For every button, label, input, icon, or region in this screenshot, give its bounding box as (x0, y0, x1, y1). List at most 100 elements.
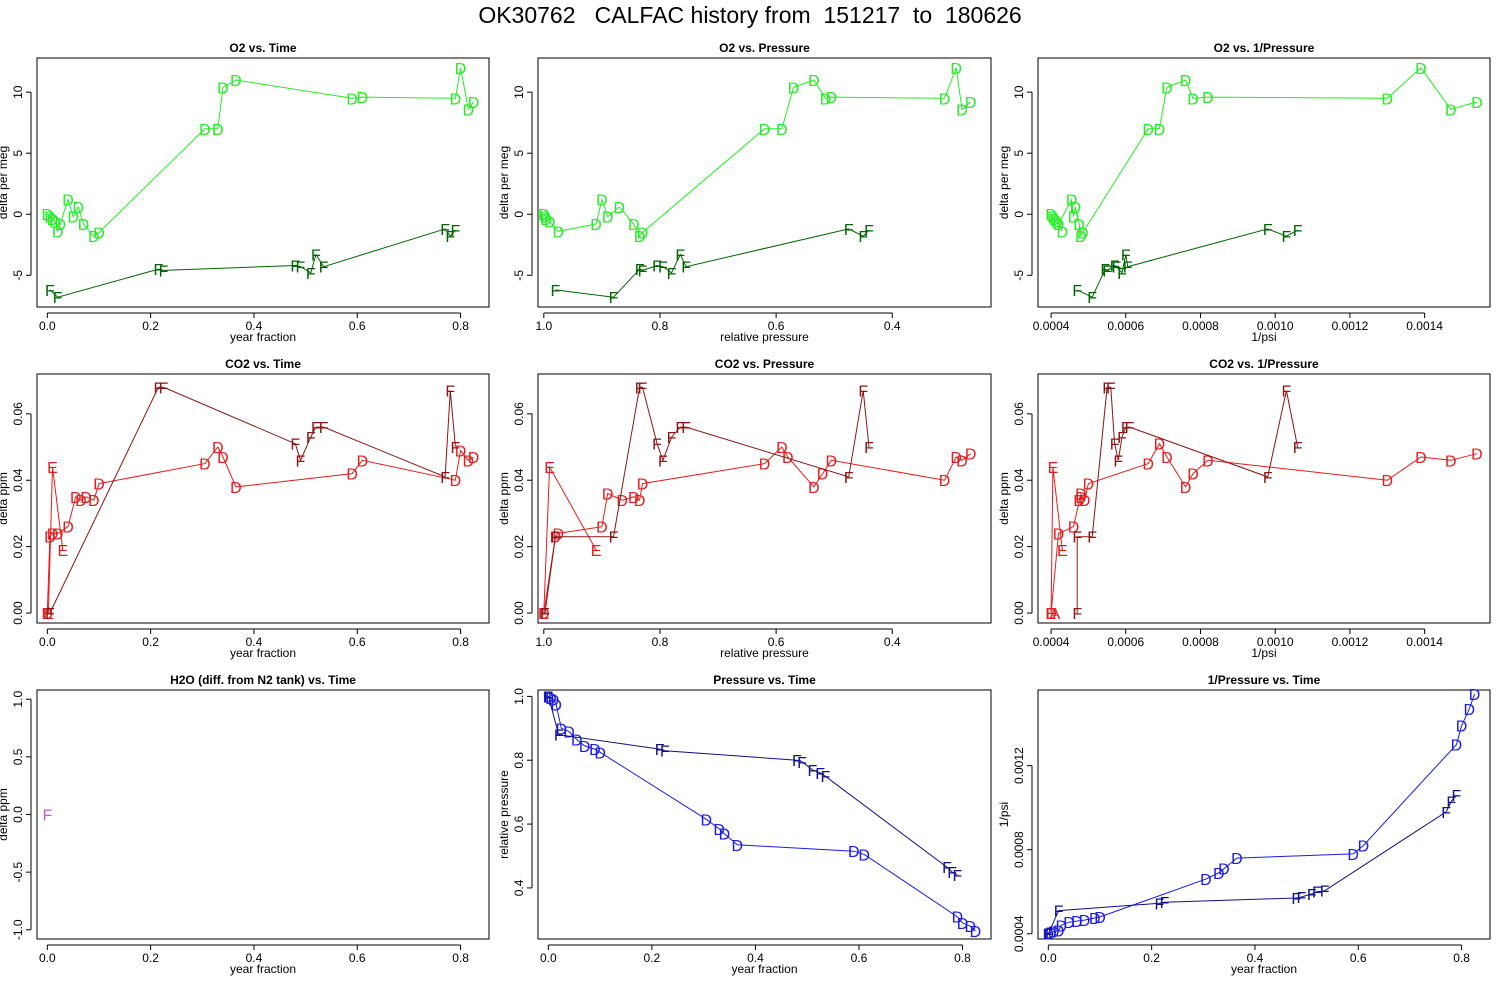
y-tick-label: 0.06 (1012, 402, 1026, 426)
x-axis-label: year fraction (230, 330, 296, 344)
data-point-marker: D (1077, 226, 1089, 243)
series-E: E E E (538, 460, 601, 623)
y-axis-label: delta per meg (0, 146, 10, 219)
x-tick-label: 0.8 (452, 319, 469, 333)
chart-panel: Pressure vs. Time 0.0 0.2 0.4 0.6 0.8 year fra… (497, 673, 992, 976)
data-point-marker: F (440, 222, 450, 239)
data-point-marker: F (543, 689, 553, 706)
x-axis-label: 1/psi (1251, 646, 1276, 660)
data-point-marker: D (1075, 487, 1087, 504)
data-point-marker: D (52, 224, 64, 241)
data-point-marker: F (1117, 430, 1127, 447)
data-point-marker: F (1100, 262, 1110, 279)
data-point-marker: F (1110, 259, 1120, 276)
chart-panel: CO2 vs. 1/Pressure 0.0004 0.0006 0.0008 0.00… (997, 357, 1491, 660)
data-point-marker: D (75, 493, 87, 510)
data-point-marker: F (1117, 266, 1127, 283)
series-line (1050, 466, 1063, 614)
series-line (1047, 794, 1457, 934)
data-point-marker: F (844, 470, 854, 487)
data-point-marker: F (1043, 927, 1053, 944)
data-point-marker: D (538, 606, 550, 623)
y-tick-label: -0.5 (11, 861, 25, 882)
data-point-marker: D (590, 217, 602, 234)
data-point-marker: D (628, 490, 640, 507)
data-point-marker: D (1381, 473, 1393, 490)
data-point-marker: F (635, 262, 645, 279)
series-line (543, 446, 972, 614)
plot-frame (1037, 57, 1491, 308)
data-point-marker: D (1456, 719, 1468, 736)
data-point-marker: D (1142, 457, 1154, 474)
x-tick-label: 0.0006 (1107, 319, 1144, 333)
data-point-marker: D (571, 732, 583, 749)
data-point-marker: D (817, 467, 829, 484)
data-point-marker: D (212, 440, 224, 457)
data-point-marker: F (551, 283, 561, 300)
data-point-marker: D (788, 80, 800, 97)
data-point-marker: D (540, 212, 552, 229)
data-point-marker: D (553, 224, 565, 241)
plot-frame (36, 57, 490, 308)
data-point-marker: D (1451, 738, 1463, 755)
data-point-marker: F (1054, 904, 1064, 921)
data-point-marker: F (1121, 420, 1131, 437)
data-point-marker: D (54, 217, 66, 234)
x-tick-label: 0.2 (142, 951, 159, 965)
data-point-marker: F (638, 380, 648, 397)
y-tick-label: 0.6 (512, 815, 526, 832)
data-point-marker: D (700, 812, 712, 829)
data-point-marker: D (1347, 847, 1359, 864)
data-point-marker: F (290, 259, 300, 276)
data-point-marker: D (550, 697, 562, 714)
data-point-marker: F (440, 470, 450, 487)
data-point-marker: D (346, 467, 358, 484)
data-point-marker: D (47, 526, 59, 543)
data-point-marker: D (463, 453, 475, 470)
data-point-marker: D (1079, 913, 1091, 930)
data-point-marker: F (667, 430, 677, 447)
data-point-marker: F (1320, 884, 1330, 901)
chart-title: H2O (diff. from N2 tank) vs. Time (170, 673, 356, 687)
data-point-marker: D (1066, 193, 1078, 210)
y-axis-label: 1/psi (997, 802, 1011, 827)
data-point-marker: D (950, 61, 962, 78)
x-tick-label: 0.0014 (1406, 319, 1443, 333)
data-point-marker: D (952, 910, 964, 927)
y-tick-label: 0.06 (11, 402, 25, 426)
data-point-marker: D (1051, 215, 1063, 232)
x-tick-label: 0.0008 (1182, 319, 1219, 333)
data-point-marker: D (1045, 606, 1057, 623)
data-point-marker: D (970, 924, 982, 941)
data-point-marker: F (807, 763, 817, 780)
data-point-marker: F (1072, 283, 1082, 300)
data-point-marker: F (1446, 794, 1456, 811)
data-point-marker: D (1218, 862, 1230, 879)
x-tick-label: 0.4 (1247, 951, 1264, 965)
x-tick-label: 0.6 (349, 635, 366, 649)
series-line (1050, 442, 1478, 614)
x-tick-label: 0.8 (652, 319, 669, 333)
x-axis-label: year fraction (1231, 962, 1297, 976)
data-point-marker: D (52, 526, 64, 543)
data-point-marker: D (759, 122, 771, 139)
data-point-marker: F (445, 384, 455, 401)
series-line (543, 67, 972, 238)
data-point-marker: D (1053, 217, 1065, 234)
series-line (544, 386, 870, 614)
data-point-marker: D (217, 80, 229, 97)
data-point-marker: D (596, 193, 608, 210)
data-point-marker: F (159, 263, 169, 280)
data-point-marker: F (451, 440, 461, 457)
data-point-marker: D (602, 210, 614, 227)
data-point-marker: F (797, 755, 807, 772)
chart-panel: O2 vs. Time 0.0 0.2 0.4 0.6 0.8 year fraction -… (0, 41, 490, 344)
data-point-marker: F (792, 753, 802, 770)
data-point-marker: F (609, 290, 619, 307)
data-point-marker: D (616, 493, 628, 510)
data-point-marker: E (57, 543, 68, 560)
y-tick-label: -5 (512, 270, 526, 281)
x-axis-label: year fraction (731, 962, 797, 976)
